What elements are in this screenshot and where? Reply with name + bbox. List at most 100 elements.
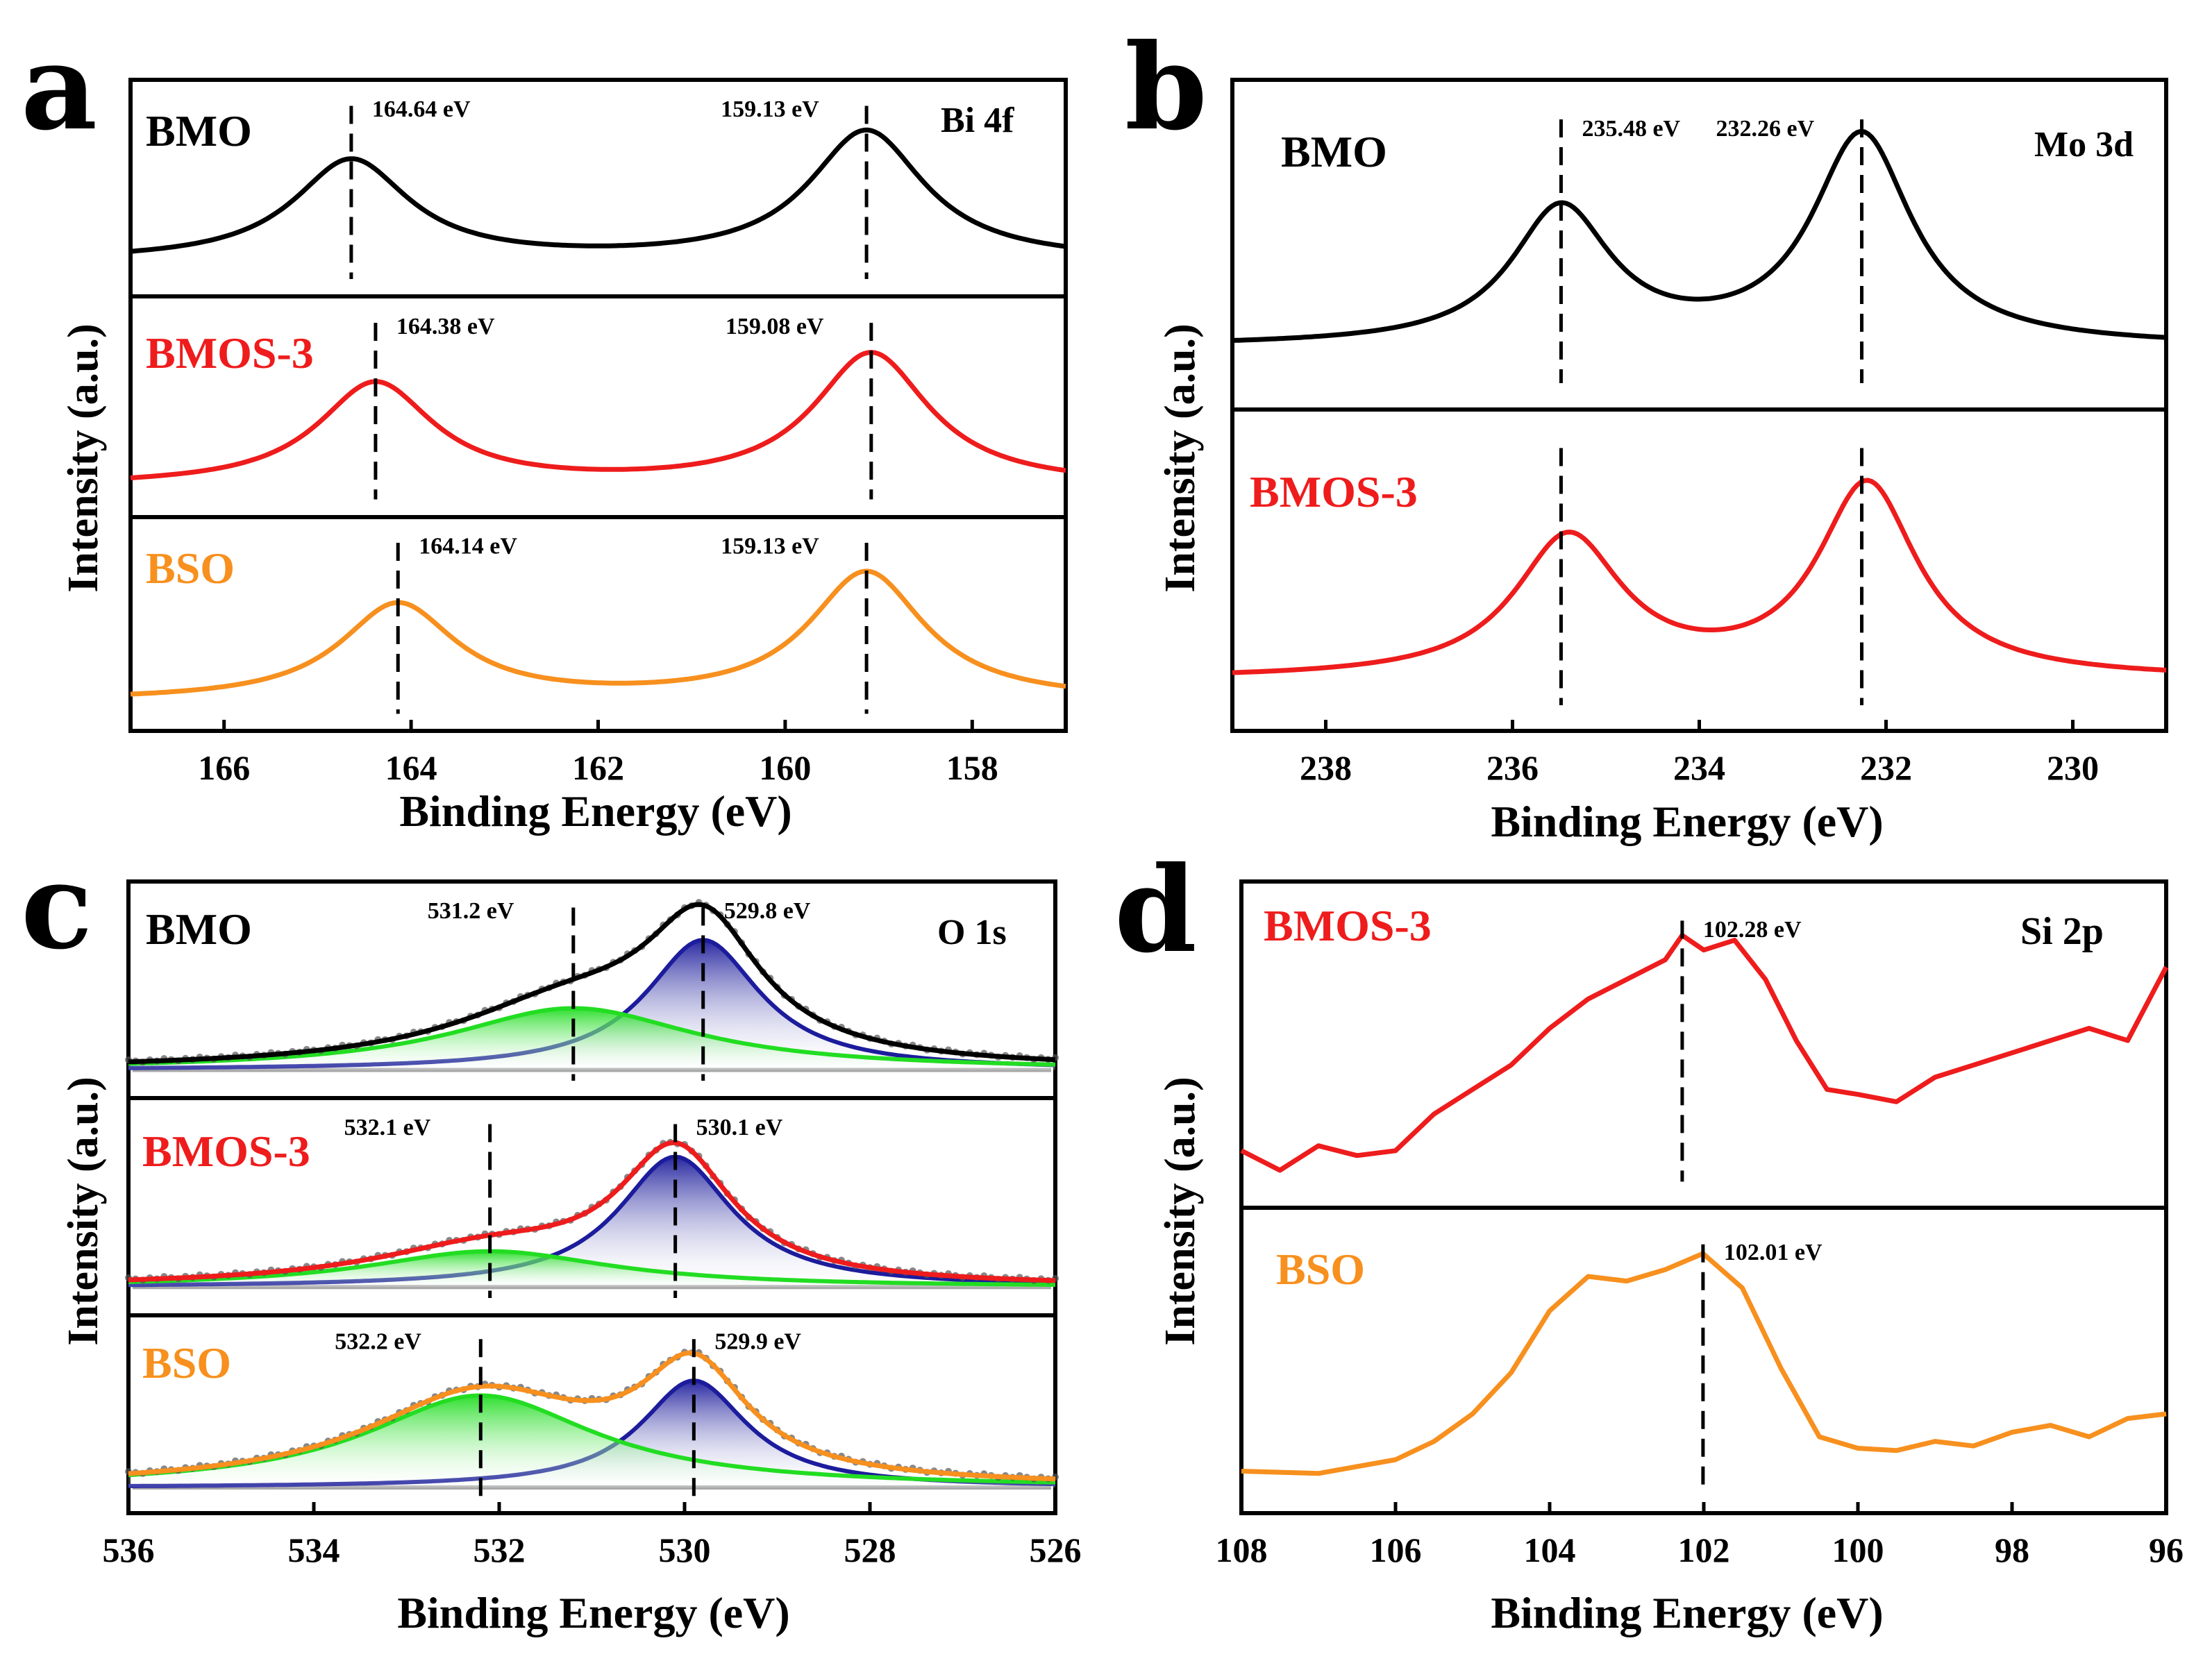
panel-a-plot-area: BMO 164.64 eV 159.13 eV BMOS-3 164.38 eV 159.… — [128, 78, 1068, 733]
panel-d-x-ticks: 108 106 104 102 100 98 96 — [1216, 1502, 2184, 1569]
sample-label: BSO — [142, 1338, 231, 1388]
panel-d-y-axis-title: Intensity (a.u.) — [1157, 1077, 1204, 1346]
peak-marker-label: 164.14 eV — [419, 533, 517, 559]
x-tick-label: 106 — [1370, 1531, 1422, 1569]
x-tick-label: 158 — [946, 748, 998, 787]
panel-a-letter: a — [21, 18, 97, 157]
x-tick-label: 166 — [198, 748, 250, 787]
peak-marker-label: 530.1 eV — [696, 1115, 783, 1140]
spectrum-line — [130, 568, 1066, 697]
x-tick-label: 234 — [1673, 748, 1725, 787]
series-bmos-3: BMOS-3 530.1 eV 532.1 eV — [125, 1115, 1059, 1298]
sample-label: BMOS-3 — [146, 328, 314, 378]
sample-label: BMOS-3 — [1264, 901, 1432, 950]
series-bso: BSO 102.01 eV — [1241, 1240, 2167, 1489]
x-tick-label: 530 — [659, 1531, 711, 1569]
panel-b-core-label: Mo 3d — [2034, 125, 2134, 165]
panel-b-plot-area: BMO 235.48 eV 232.26 eV BMOS-3 — [1230, 78, 2168, 733]
series-bmos-3: BMOS-3 102.28 eV — [1240, 901, 2169, 1182]
panel-c-o1s: c O 1s Intensity (a.u.) Binding Energy (… — [21, 837, 1082, 1637]
panel-d-si2p: d Si 2p Intensity (a.u.) Binding Energy … — [1114, 841, 2184, 1637]
panel-d-core-label: Si 2p — [2020, 910, 2104, 953]
peak-marker-label: 159.08 eV — [726, 314, 824, 339]
plot-frame — [126, 879, 1057, 1515]
spectrum-line — [130, 127, 1066, 254]
panel-b-y-axis-title: Intensity (a.u.) — [1157, 323, 1204, 593]
peak-marker-label: 531.2 eV — [428, 898, 514, 924]
panel-b-x-axis-title: Binding Energy (eV) — [1491, 797, 1883, 846]
peak-marker-label: 159.13 eV — [721, 533, 819, 559]
x-tick-label: 232 — [1860, 748, 1912, 787]
sample-label: BSO — [1276, 1245, 1365, 1294]
sample-label: BMO — [146, 904, 252, 954]
panel-c-plot-area: BMO 529.8 eV 531.2 eV BMOS-3 530.1 eV 532.1 e… — [125, 879, 1059, 1515]
panel-b-mo3d: b Mo 3d Intensity (a.u.) Binding Energy … — [1125, 18, 2168, 846]
series-bmo: BMO 235.48 eV 232.26 eV — [1232, 116, 2167, 383]
spectrum-line — [1240, 933, 2169, 1173]
peak-marker-label: 164.38 eV — [396, 314, 495, 339]
fit-component-vacancy-line — [128, 1006, 1056, 1067]
x-tick-label: 230 — [2047, 748, 2099, 787]
plot-frame — [128, 78, 1068, 733]
panel-a-x-axis-title: Binding Energy (eV) — [399, 786, 791, 836]
peak-marker-label: 102.28 eV — [1703, 917, 1802, 943]
x-tick-label: 236 — [1486, 748, 1539, 787]
panel-d-x-axis-title: Binding Energy (eV) — [1491, 1588, 1883, 1637]
series-bso: BSO 529.9 eV 532.2 eV — [125, 1329, 1059, 1498]
panel-c-x-axis-title: Binding Energy (eV) — [397, 1588, 789, 1637]
peak-marker-label: 532.1 eV — [344, 1115, 431, 1140]
peak-marker-label: 159.13 eV — [721, 96, 819, 122]
panel-c-letter: c — [21, 837, 93, 976]
peak-marker-label: 532.2 eV — [335, 1329, 421, 1354]
panel-a-core-label: Bi 4f — [941, 101, 1014, 140]
peak-marker-label: 529.8 eV — [724, 898, 811, 924]
panel-d-plot-area: BMOS-3 102.28 eV BSO 102.01 eV — [1239, 879, 2169, 1515]
spectrum-line — [128, 1140, 1056, 1283]
x-tick-label: 108 — [1216, 1531, 1268, 1569]
sample-label: BMOS-3 — [142, 1127, 310, 1176]
peak-marker-label: 164.64 eV — [372, 96, 471, 122]
series-bmos-3: BMOS-3 — [1232, 448, 2167, 705]
x-tick-label: 162 — [572, 748, 624, 787]
x-tick-label: 526 — [1030, 1531, 1082, 1569]
x-tick-label: 96 — [2149, 1531, 2184, 1569]
sample-label: BMO — [1281, 127, 1387, 176]
sample-label: BMOS-3 — [1250, 467, 1418, 516]
panel-a-y-axis-title: Intensity (a.u.) — [60, 323, 107, 593]
spectrum-line — [1232, 478, 2167, 675]
x-tick-label: 100 — [1832, 1531, 1884, 1569]
panel-c-core-label: O 1s — [937, 913, 1007, 952]
fit-component-vacancy-area — [128, 1395, 1055, 1487]
x-tick-label: 238 — [1300, 748, 1352, 787]
panel-b-x-ticks: 238 236 234 232 230 — [1300, 720, 2099, 787]
spectrum-line — [130, 350, 1066, 480]
x-tick-label: 164 — [385, 748, 437, 787]
spectrum-line — [1232, 128, 2167, 343]
peak-marker-label: 102.01 eV — [1724, 1240, 1823, 1265]
series-bmo: BMO 164.64 eV 159.13 eV — [130, 96, 1066, 280]
plot-frame — [1239, 879, 2168, 1515]
peak-marker-label: 529.9 eV — [714, 1329, 801, 1354]
spectrum-line — [128, 1350, 1056, 1482]
sample-label: BSO — [146, 543, 235, 593]
x-tick-label: 102 — [1678, 1531, 1730, 1569]
spectrum-line — [128, 902, 1056, 1065]
x-tick-label: 104 — [1524, 1531, 1576, 1569]
series-bmos-3: BMOS-3 164.38 eV 159.08 eV — [130, 314, 1066, 500]
x-tick-label: 528 — [844, 1531, 896, 1569]
panel-a-bi4f: a Bi 4f Intensity (a.u.) Binding Energy … — [21, 18, 1068, 836]
peak-marker-label: 232.26 eV — [1716, 116, 1815, 142]
fit-component-vacancy-area — [128, 1251, 1055, 1288]
panel-c-x-ticks: 536 534 532 530 528 526 — [103, 1502, 1082, 1569]
peak-marker-label: 235.48 eV — [1582, 116, 1680, 142]
panel-d-letter: d — [1114, 841, 1197, 979]
sample-label: BMO — [146, 106, 252, 155]
x-tick-label: 160 — [759, 748, 811, 787]
x-tick-label: 532 — [474, 1531, 526, 1569]
panel-a-x-ticks: 166 164 162 160 158 — [198, 720, 998, 787]
x-tick-label: 536 — [103, 1531, 155, 1569]
panel-b-letter: b — [1125, 18, 1207, 157]
x-tick-label: 98 — [1995, 1531, 2029, 1569]
panel-c-y-axis-title: Intensity (a.u.) — [60, 1077, 107, 1346]
